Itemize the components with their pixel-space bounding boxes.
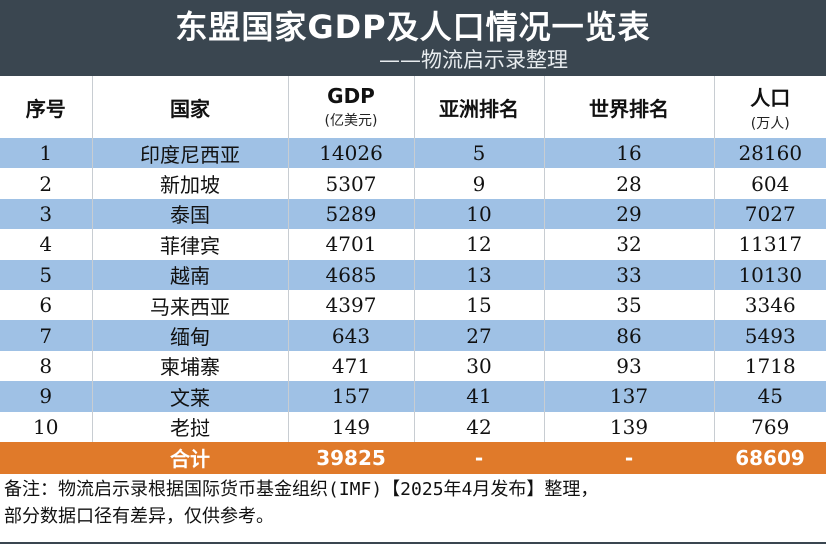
table-row: 6 马来西亚 4397 15 35 3346 <box>0 289 826 321</box>
footnote-line-2: 部分数据口径有差异，仅供参考。 <box>4 505 274 527</box>
cell-no: 1 <box>0 138 93 169</box>
total-population: 68609 <box>735 445 805 470</box>
table-row: 7 缅甸 643 27 86 5493 <box>0 320 826 351</box>
cell-no: 8 <box>0 350 93 382</box>
cell-world-rank: 28 <box>544 168 715 199</box>
total-row: 合计 39825 - - 68609 <box>0 441 826 474</box>
cell-world-rank: 33 <box>544 259 715 290</box>
cell-asia-rank: 41 <box>414 381 545 412</box>
cell-no: 2 <box>0 168 93 199</box>
total-world-rank: - <box>624 445 634 470</box>
cell-population: 28160 <box>738 141 803 166</box>
cell-gdp: 14026 <box>288 138 415 169</box>
cell-world-rank: 86 <box>544 320 715 351</box>
gdp-unit: (亿美元) <box>324 113 378 129</box>
cell-no: 9 <box>0 381 93 412</box>
cell-world-rank: 137 <box>544 381 715 412</box>
cell-country: 越南 <box>92 259 289 290</box>
cell-gdp: 5307 <box>288 168 415 199</box>
footnote-line-1: 备注：物流启示录根据国际货币基金组织(IMF)【2025年4月发布】整理， <box>4 478 599 500</box>
cell-population: 7027 <box>744 201 796 226</box>
data-table: 序号 国家 GDP (亿美元) 亚洲排名 世界排名 人口 (万人) 1 印度尼西亚 14… <box>0 76 826 474</box>
cell-country: 新加坡 <box>92 168 289 199</box>
cell-gdp: 4397 <box>288 289 415 321</box>
cell-gdp: 157 <box>288 381 415 412</box>
cell-population: 3346 <box>744 293 796 318</box>
column-header-world-rank: 世界排名 <box>544 76 715 138</box>
cell-asia-rank: 42 <box>414 411 545 442</box>
cell-gdp: 643 <box>288 320 415 351</box>
cell-gdp: 4685 <box>288 259 415 290</box>
page-subtitle: ——物流启示录整理 <box>379 48 568 72</box>
cell-world-rank: 35 <box>544 289 715 321</box>
cell-gdp: 5289 <box>288 198 415 230</box>
cell-asia-rank: 13 <box>414 259 545 290</box>
cell-country: 缅甸 <box>92 320 289 351</box>
cell-world-rank: 16 <box>544 138 715 169</box>
cell-asia-rank: 15 <box>414 289 545 321</box>
total-label: 合计 <box>170 447 210 472</box>
total-asia-rank: - <box>474 445 484 470</box>
table-header-row: 序号 国家 GDP (亿美元) 亚洲排名 世界排名 人口 (万人) <box>0 76 826 138</box>
cell-country: 泰国 <box>92 198 289 230</box>
cell-gdp: 471 <box>288 350 415 382</box>
total-gdp: 39825 <box>316 445 386 470</box>
cell-population: 1718 <box>744 353 796 378</box>
cell-asia-rank: 10 <box>414 198 545 230</box>
cell-gdp: 149 <box>288 411 415 442</box>
table-row: 2 新加坡 5307 9 28 604 <box>0 168 826 199</box>
cell-no: 4 <box>0 229 93 260</box>
cell-asia-rank: 5 <box>414 138 545 169</box>
cell-no: 10 <box>0 411 93 442</box>
cell-no: 5 <box>0 259 93 290</box>
column-header-asia-rank: 亚洲排名 <box>414 76 545 138</box>
cell-asia-rank: 9 <box>414 168 545 199</box>
cell-country: 菲律宾 <box>92 229 289 260</box>
cell-asia-rank: 30 <box>414 350 545 382</box>
cell-country: 印度尼西亚 <box>92 138 289 169</box>
column-header-gdp: GDP (亿美元) <box>288 76 415 138</box>
cell-no: 3 <box>0 198 93 230</box>
table-row: 8 柬埔寨 471 30 93 1718 <box>0 350 826 382</box>
cell-country: 柬埔寨 <box>92 350 289 382</box>
cell-no: 6 <box>0 289 93 321</box>
table-row: 3 泰国 5289 10 29 7027 <box>0 198 826 230</box>
page-title: 东盟国家GDP及人口情况一览表 <box>175 8 651 46</box>
cell-asia-rank: 27 <box>414 320 545 351</box>
cell-population: 769 <box>751 414 790 439</box>
column-header-population: 人口 (万人) <box>714 76 826 138</box>
header: 东盟国家GDP及人口情况一览表 ——物流启示录整理 <box>0 0 826 76</box>
table-row: 9 文莱 157 41 137 45 <box>0 381 826 412</box>
table-row: 10 老挝 149 42 139 769 <box>0 411 826 442</box>
cell-asia-rank: 12 <box>414 229 545 260</box>
cell-country: 老挝 <box>92 411 289 442</box>
population-unit: (万人) <box>750 115 790 132</box>
column-header-country: 国家 <box>92 76 289 138</box>
table-row: 1 印度尼西亚 14026 5 16 28160 <box>0 138 826 169</box>
cell-population: 10130 <box>738 262 803 287</box>
cell-country: 马来西亚 <box>92 289 289 321</box>
cell-country: 文莱 <box>92 381 289 412</box>
cell-world-rank: 29 <box>544 198 715 230</box>
column-header-no: 序号 <box>0 76 93 138</box>
cell-population: 11317 <box>738 232 803 257</box>
cell-population: 5493 <box>744 323 796 348</box>
cell-gdp: 4701 <box>288 229 415 260</box>
cell-world-rank: 32 <box>544 229 715 260</box>
table-row: 5 越南 4685 13 33 10130 <box>0 259 826 290</box>
cell-world-rank: 139 <box>544 411 715 442</box>
table-row: 4 菲律宾 4701 12 32 11317 <box>0 229 826 260</box>
cell-world-rank: 93 <box>544 350 715 382</box>
cell-population: 45 <box>757 384 783 409</box>
cell-population: 604 <box>751 171 790 196</box>
cell-no: 7 <box>0 320 93 351</box>
footnote: 备注：物流启示录根据国际货币基金组织(IMF)【2025年4月发布】整理， 部分… <box>0 473 826 542</box>
